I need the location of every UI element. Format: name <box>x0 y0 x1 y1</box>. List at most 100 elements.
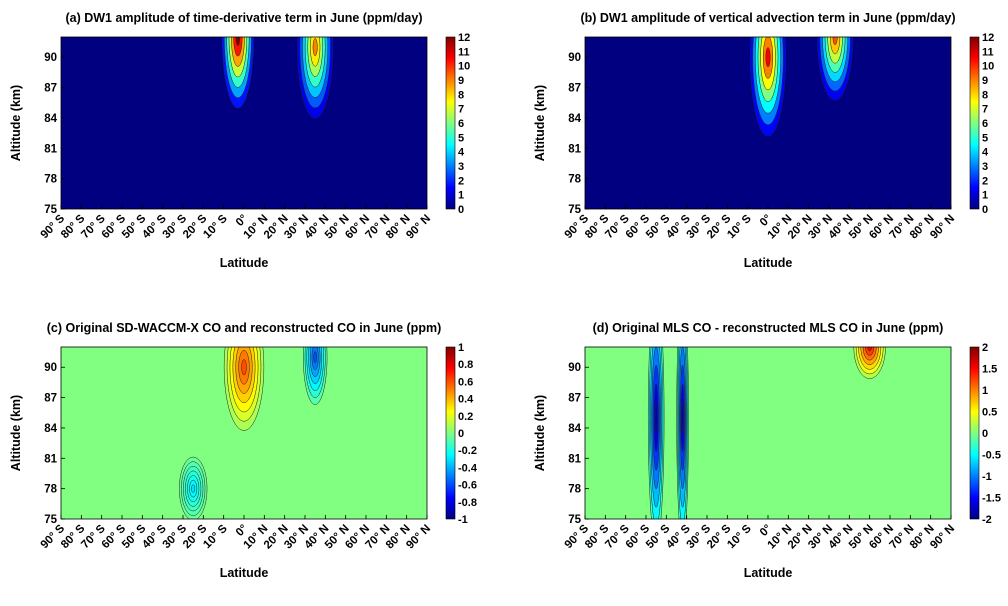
colorbar-tick-label: 12 <box>458 32 470 44</box>
colorbar <box>969 36 980 210</box>
y-axis-label: Altitude (km) <box>9 85 23 161</box>
y-tick-label: 75 <box>568 204 581 216</box>
colorbar-tick-label: -0.8 <box>458 497 477 509</box>
colorbar-tick-label: 8 <box>982 89 988 101</box>
colorbar-tick-label: 0.5 <box>982 407 997 419</box>
colorbar-tick-label: 0.2 <box>458 411 473 423</box>
colorbar-tick-label: -0.4 <box>458 462 478 474</box>
y-tick-label: 81 <box>568 453 581 465</box>
colorbar-tick-label: 5 <box>982 132 988 144</box>
chart-title: (c) Original SD-WACCM-X CO and reconstru… <box>47 321 441 335</box>
colorbar-tick-label: 0 <box>458 428 464 440</box>
y-tick-label: 78 <box>44 484 57 496</box>
y-tick-label: 84 <box>44 423 57 435</box>
chart-panel-a: (a) DW1 amplitude of time-derivative ter… <box>0 0 504 296</box>
chart-c: (c) Original SD-WACCM-X CO and reconstru… <box>9 321 478 580</box>
colorbar-tick-label: 1 <box>982 385 988 397</box>
colorbar-tick-label: 6 <box>982 118 988 130</box>
chart-a: (a) DW1 amplitude of time-derivative ter… <box>9 11 470 270</box>
colorbar-tick-label: 1 <box>982 190 988 202</box>
contour-fill <box>749 37 854 137</box>
colorbar-tick-label: 4 <box>982 147 989 159</box>
contour-band <box>313 351 317 364</box>
colorbar-tick-label: 10 <box>458 61 470 73</box>
colorbar-tick-label: 0 <box>982 428 988 440</box>
colorbar-tick-label: 2 <box>458 175 464 187</box>
y-tick-label: 78 <box>568 174 581 186</box>
colorbar-tick-label: 3 <box>982 161 988 173</box>
y-tick-label: 90 <box>568 362 581 374</box>
contour-fill <box>647 347 886 519</box>
contour-band <box>765 47 771 68</box>
colorbar <box>445 36 456 210</box>
y-tick-label: 75 <box>568 514 581 526</box>
y-tick-label: 90 <box>44 362 57 374</box>
colorbar-tick-label: 4 <box>458 147 465 159</box>
y-tick-label: 90 <box>44 52 57 64</box>
colorbar-tick-label: 2 <box>982 175 988 187</box>
colorbar-tick-label: 0 <box>982 204 988 216</box>
colorbar-tick-label: 2 <box>982 342 988 354</box>
colorbar-tick-label: 12 <box>982 32 994 44</box>
y-tick-label: 78 <box>44 174 57 186</box>
x-tick-label: 10° S <box>201 522 230 551</box>
x-tick-label: 10° S <box>201 212 230 241</box>
y-tick-label: 87 <box>568 393 581 405</box>
colorbar-tick-label: -0.2 <box>458 445 477 457</box>
chart-d: (d) Original MLS CO - reconstructed MLS … <box>533 321 1001 580</box>
colorbar-tick-label: -2 <box>982 514 992 526</box>
colorbar-tick-label: -1 <box>458 514 468 526</box>
y-axis-label: Altitude (km) <box>533 85 547 161</box>
x-axis-label: Latitude <box>220 566 269 580</box>
y-tick-label: 81 <box>44 143 57 155</box>
chart-panel-c: (c) Original SD-WACCM-X CO and reconstru… <box>0 310 504 606</box>
colorbar-tick-label: -1 <box>982 471 992 483</box>
x-tick-label: 10° S <box>725 522 754 551</box>
y-tick-label: 81 <box>44 453 57 465</box>
x-tick-label: 10° S <box>725 212 754 241</box>
chart-b: (b) DW1 amplitude of vertical advection … <box>533 11 994 270</box>
contour-fill <box>221 37 334 119</box>
y-tick-label: 75 <box>44 514 57 526</box>
colorbar <box>445 346 456 520</box>
colorbar-tick-label: 6 <box>458 118 464 130</box>
y-tick-label: 87 <box>568 83 581 95</box>
chart-panel-d: (d) Original MLS CO - reconstructed MLS … <box>524 310 1008 606</box>
colorbar-tick-label: 1 <box>458 342 464 354</box>
chart-title: (b) DW1 amplitude of vertical advection … <box>580 11 955 25</box>
y-axis-label: Altitude (km) <box>9 395 23 471</box>
y-tick-label: 84 <box>44 113 57 125</box>
colorbar-tick-label: 0.4 <box>458 394 474 406</box>
contour-band <box>233 37 243 57</box>
colorbar-tick-label: 7 <box>458 104 464 116</box>
colorbar-tick-label: -0.5 <box>982 450 1001 462</box>
contour-band <box>654 402 658 434</box>
y-tick-label: 90 <box>568 52 581 64</box>
colorbar-tick-label: 1.5 <box>982 364 997 376</box>
y-tick-label: 87 <box>44 83 57 95</box>
colorbar-tick-label: 11 <box>982 46 994 58</box>
y-tick-label: 78 <box>568 484 581 496</box>
contour-band <box>241 359 247 376</box>
y-tick-label: 75 <box>44 204 57 216</box>
colorbar-tick-label: 11 <box>458 46 470 58</box>
contour-fill <box>179 347 328 519</box>
y-tick-label: 81 <box>568 143 581 155</box>
contour-band <box>865 347 875 356</box>
y-tick-label: 84 <box>568 423 581 435</box>
contour-band <box>830 37 841 55</box>
colorbar-tick-label: 0.6 <box>458 376 473 388</box>
colorbar-tick-label: -1.5 <box>982 493 1001 505</box>
y-axis-label: Altitude (km) <box>533 395 547 471</box>
x-axis-label: Latitude <box>744 256 793 270</box>
colorbar-tick-label: 8 <box>458 89 464 101</box>
x-axis-label: Latitude <box>220 256 269 270</box>
colorbar-tick-label: 9 <box>982 75 988 87</box>
colorbar <box>969 346 980 520</box>
colorbar-tick-label: 0 <box>458 204 464 216</box>
chart-title: (a) DW1 amplitude of time-derivative ter… <box>65 11 422 25</box>
colorbar-tick-label: 3 <box>458 161 464 173</box>
contour-band <box>312 38 318 57</box>
contour-band <box>832 37 838 46</box>
y-tick-label: 87 <box>44 393 57 405</box>
